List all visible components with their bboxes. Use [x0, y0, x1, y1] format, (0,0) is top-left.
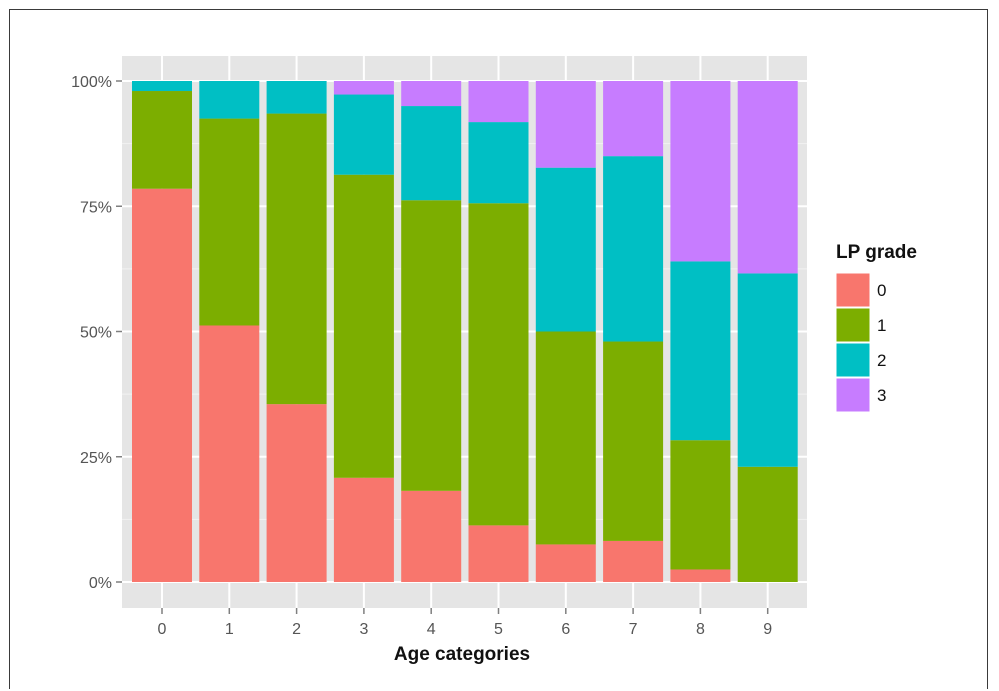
- bar-segment-age-7-grade-3: [603, 81, 664, 157]
- legend-key-2: [835, 342, 871, 378]
- x-tick-label: 8: [696, 621, 705, 638]
- bar-segment-age-4-grade-0: [401, 490, 462, 582]
- bars: [132, 81, 798, 582]
- x-tick-label: 3: [359, 621, 368, 638]
- figure-frame: 0% 25% 50% 75% 100% 0 1 2 3 4 5 6 7 8 9 Age categorie…: [9, 9, 988, 689]
- bar-segment-age-9-grade-1: [737, 466, 798, 582]
- bar-segment-age-1-grade-0: [199, 325, 260, 582]
- bar-segment-age-5-grade-1: [468, 203, 529, 526]
- x-tick-label: 7: [629, 621, 638, 638]
- legend-label-3: 3: [877, 386, 886, 405]
- bar-segment-age-4-grade-2: [401, 106, 462, 201]
- y-tick-label: 25%: [80, 450, 112, 467]
- bar-segment-age-2-grade-1: [266, 113, 327, 405]
- bar-segment-age-3-grade-0: [333, 477, 394, 582]
- y-tick-label: 50%: [80, 325, 112, 342]
- stacked-bar-chart: 0% 25% 50% 75% 100% 0 1 2 3 4 5 6 7 8 9 Age categorie…: [71, 56, 917, 665]
- bar-segment-age-5-grade-0: [468, 525, 529, 582]
- bar-segment-age-1-grade-1: [199, 118, 260, 326]
- bar-segment-age-7-grade-1: [603, 341, 664, 541]
- bar-segment-age-3-grade-2: [333, 94, 394, 175]
- bar-segment-age-6-grade-1: [535, 331, 596, 545]
- bar-segment-age-6-grade-0: [535, 544, 596, 582]
- bar-segment-age-0-grade-0: [132, 188, 192, 582]
- legend-key-1: [835, 307, 871, 343]
- legend-label-1: 1: [877, 316, 886, 335]
- legend-key-3: [835, 377, 871, 413]
- legend-label-0: 0: [877, 281, 886, 300]
- bar-segment-age-9-grade-2: [737, 273, 798, 467]
- y-axis: 0% 25% 50% 75% 100%: [71, 74, 122, 592]
- bar-segment-age-0-grade-2: [132, 81, 192, 92]
- x-tick-label: 6: [561, 621, 570, 638]
- x-axis: 0 1 2 3 4 5 6 7 8 9: [158, 608, 772, 638]
- y-tick-label: 75%: [80, 199, 112, 216]
- bar-segment-age-8-grade-1: [670, 440, 731, 570]
- y-tick-label: 100%: [71, 74, 112, 91]
- bar-segment-age-2-grade-0: [266, 404, 327, 582]
- bar-segment-age-9-grade-3: [737, 81, 798, 274]
- bar-segment-age-8-grade-3: [670, 81, 731, 262]
- x-tick-label: 9: [763, 621, 772, 638]
- bar-segment-age-7-grade-0: [603, 540, 664, 582]
- x-tick-label: 4: [427, 621, 436, 638]
- bar-segment-age-6-grade-2: [535, 167, 596, 332]
- x-tick-label: 5: [494, 621, 503, 638]
- bar-segment-age-8-grade-0: [670, 569, 731, 582]
- x-tick-label: 0: [158, 621, 167, 638]
- bar-segment-age-6-grade-3: [535, 81, 596, 168]
- legend-title: LP grade: [836, 242, 917, 263]
- bar-segment-age-2-grade-2: [266, 81, 327, 114]
- bar-segment-age-1-grade-2: [199, 81, 260, 119]
- legend-key-0: [835, 272, 871, 308]
- bar-segment-age-8-grade-2: [670, 261, 731, 441]
- x-tick-label: 2: [292, 621, 301, 638]
- legend: LP grade 0 1 2 3: [835, 242, 917, 413]
- x-tick-label: 1: [225, 621, 234, 638]
- bar-segment-age-5-grade-2: [468, 122, 529, 204]
- bar-segment-age-4-grade-1: [401, 200, 462, 491]
- bar-segment-age-4-grade-3: [401, 81, 462, 107]
- bar-segment-age-5-grade-3: [468, 81, 529, 123]
- bar-segment-age-0-grade-1: [132, 91, 192, 189]
- x-axis-title: Age categories: [394, 644, 530, 665]
- bar-segment-age-3-grade-1: [333, 174, 394, 478]
- bar-segment-age-7-grade-2: [603, 156, 664, 342]
- legend-label-2: 2: [877, 351, 886, 370]
- bar-segment-age-3-grade-3: [333, 81, 394, 95]
- y-tick-label: 0%: [89, 575, 112, 592]
